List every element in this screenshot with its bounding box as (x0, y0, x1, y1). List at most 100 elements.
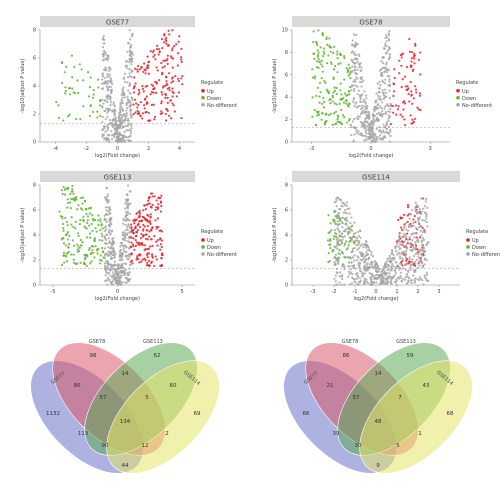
data-point-nodiff (387, 105, 390, 108)
data-point-nodiff (123, 80, 127, 84)
data-point-nodiff (356, 239, 359, 242)
data-point-nodiff (120, 105, 123, 108)
data-point-nodiff (382, 279, 385, 283)
data-point-nodiff (112, 247, 115, 250)
data-point-nodiff (383, 70, 386, 73)
data-point-up (160, 194, 163, 197)
data-point-nodiff (119, 138, 122, 141)
data-point-nodiff (335, 200, 338, 203)
data-point-nodiff (101, 82, 104, 85)
data-point-down (66, 198, 69, 201)
data-point-nodiff (126, 95, 129, 98)
legend-label-nodiff: No-different (207, 103, 237, 109)
data-point-up (130, 241, 133, 244)
data-point-down (89, 76, 92, 79)
data-point-nodiff (366, 249, 369, 252)
data-point-nodiff (398, 262, 402, 265)
venn-region-count-B: 86 (343, 353, 350, 359)
data-point-down (327, 92, 330, 95)
data-point-nodiff (364, 129, 367, 132)
data-point-nodiff (106, 111, 109, 114)
data-point-down (85, 212, 88, 216)
data-point-nodiff (387, 263, 390, 267)
data-point-nodiff (336, 220, 339, 223)
data-point-nodiff (370, 260, 373, 264)
data-point-up (161, 66, 164, 69)
data-point-nodiff (360, 111, 363, 114)
data-point-nodiff (392, 265, 395, 268)
venn-region-count-ABC: 57 (353, 395, 360, 401)
data-point-down (323, 123, 327, 126)
data-point-nodiff (352, 98, 355, 101)
data-point-nodiff (117, 278, 120, 281)
data-point-up (130, 252, 133, 255)
data-point-nodiff (347, 232, 350, 235)
data-point-nodiff (348, 236, 351, 239)
data-point-nodiff (365, 280, 368, 283)
data-point-down (342, 101, 346, 104)
data-point-nodiff (106, 129, 109, 132)
data-point-nodiff (388, 107, 392, 111)
data-point-nodiff (339, 243, 342, 247)
data-point-down (75, 117, 78, 121)
data-point-nodiff (386, 70, 389, 74)
data-point-nodiff (396, 242, 399, 246)
data-point-up (132, 103, 135, 106)
legend-swatch-up (201, 88, 205, 93)
legend-swatch-nodiff (466, 252, 470, 256)
data-point-nodiff (362, 257, 365, 261)
venn-region-count-ABD: 5 (396, 443, 400, 449)
data-point-nodiff (384, 131, 387, 134)
data-point-nodiff (124, 268, 128, 271)
data-point-up (408, 37, 411, 41)
data-point-nodiff (366, 282, 370, 285)
data-point-down (340, 93, 343, 96)
data-point-nodiff (129, 50, 132, 53)
data-point-down (333, 89, 337, 92)
data-point-nodiff (414, 270, 417, 273)
data-point-nodiff (346, 227, 349, 230)
data-point-nodiff (374, 99, 377, 102)
data-point-nodiff (389, 130, 392, 133)
data-point-nodiff (122, 112, 126, 115)
data-point-nodiff (373, 277, 376, 280)
data-point-up (181, 75, 184, 78)
data-point-nodiff (105, 54, 109, 57)
data-point-down (328, 37, 331, 40)
data-point-up (162, 85, 165, 88)
data-point-nodiff (404, 256, 407, 259)
data-point-nodiff (362, 100, 365, 103)
data-point-up (408, 50, 412, 53)
data-point-up (146, 203, 149, 206)
data-point-down (97, 223, 100, 226)
data-point-up (157, 203, 160, 206)
data-point-nodiff (377, 273, 380, 276)
data-point-down (64, 244, 68, 247)
data-point-down (82, 79, 85, 82)
data-point-nodiff (107, 69, 111, 72)
data-point-nodiff (409, 266, 412, 269)
data-point-down (340, 108, 343, 112)
panel-title-strip (40, 171, 195, 182)
data-point-nodiff (103, 42, 106, 45)
data-point-nodiff (338, 275, 342, 278)
data-point-nodiff (129, 103, 132, 106)
data-point-nodiff (110, 101, 113, 104)
data-point-down (336, 120, 339, 123)
data-point-nodiff (404, 254, 407, 257)
data-point-nodiff (409, 225, 412, 228)
data-point-up (170, 117, 173, 120)
data-point-nodiff (411, 258, 414, 261)
data-point-up (171, 90, 174, 93)
data-point-down (96, 110, 99, 113)
data-point-down (336, 56, 339, 60)
venn-region-count-ACD: 90 (102, 443, 109, 449)
data-point-down (86, 219, 89, 222)
data-point-up (159, 112, 162, 116)
data-point-nodiff (336, 271, 339, 274)
data-point-nodiff (130, 114, 133, 118)
data-point-up (167, 44, 170, 47)
data-point-down (320, 102, 324, 105)
data-point-nodiff (126, 42, 130, 45)
